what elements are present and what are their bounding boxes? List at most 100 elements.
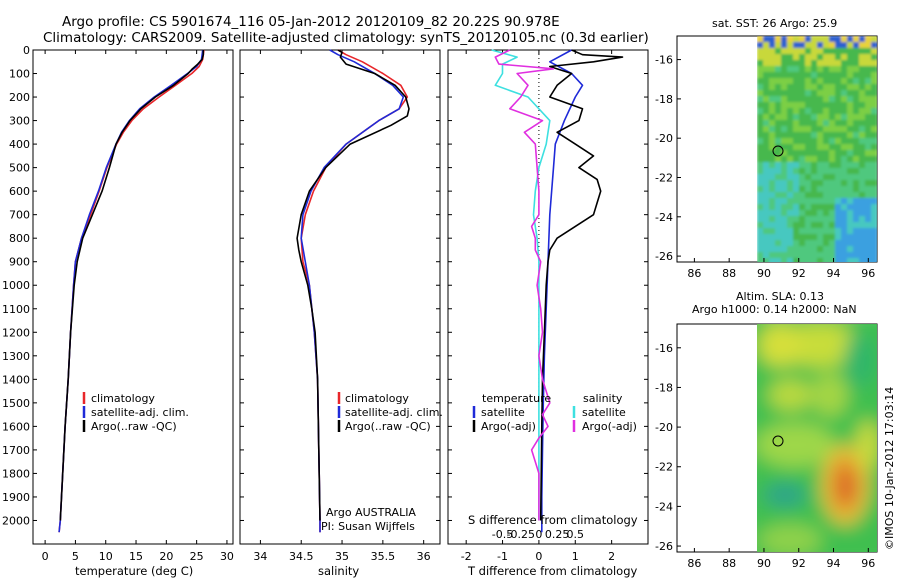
sst-cell xyxy=(769,126,776,133)
sst-cell xyxy=(823,108,830,115)
x-tick-label: -1 xyxy=(497,550,508,563)
sst-cell xyxy=(859,228,866,235)
sst-cell xyxy=(811,150,818,157)
sst-cell xyxy=(817,192,824,199)
sst-cell xyxy=(853,138,860,145)
sst-cell xyxy=(817,114,824,121)
legend-satellite-label: satellite-adj. clim. xyxy=(91,406,189,419)
sst-cell xyxy=(775,102,782,109)
sst-cell xyxy=(811,240,818,247)
sst-cell xyxy=(769,156,776,163)
sst-cell xyxy=(811,126,818,133)
sst-cell xyxy=(763,90,770,97)
sst-cell xyxy=(829,36,836,43)
sst-cell xyxy=(859,78,866,85)
sst-cell xyxy=(757,78,764,85)
sst-cell xyxy=(835,186,842,193)
sst-cell xyxy=(847,72,854,79)
sst-cell xyxy=(841,240,848,247)
sst-cell xyxy=(799,120,806,127)
sst-cell xyxy=(811,96,818,103)
sst-cell xyxy=(793,54,800,61)
sst-cell xyxy=(793,66,800,73)
sst-cell xyxy=(841,216,848,223)
map-x-tick-label: 88 xyxy=(722,557,736,570)
sst-cell xyxy=(799,162,806,169)
sst-cell xyxy=(823,180,830,187)
sst-cell xyxy=(769,144,776,151)
sst-cell xyxy=(871,84,877,91)
sst-cell xyxy=(805,138,812,145)
sst-cell xyxy=(799,132,806,139)
sst-cell xyxy=(769,132,776,139)
sst-cell xyxy=(841,84,848,91)
sst-cell xyxy=(865,78,872,85)
sst-cell xyxy=(829,102,836,109)
sst-cell xyxy=(757,132,764,139)
sst-cell xyxy=(787,48,794,55)
sst-cell xyxy=(847,138,854,145)
x2-tick-label: -0.5 xyxy=(492,528,513,541)
sst-cell xyxy=(781,120,788,127)
y-tick-label: 500 xyxy=(9,162,30,175)
sst-cell xyxy=(769,120,776,127)
sst-cell xyxy=(841,90,848,97)
sst-cell xyxy=(871,186,877,193)
sst-cell xyxy=(865,132,872,139)
sst-cell xyxy=(775,42,782,49)
sst-cell xyxy=(769,54,776,61)
sst-cell xyxy=(871,60,877,67)
sst-cell xyxy=(859,174,866,181)
sst-cell xyxy=(763,150,770,157)
sst-cell xyxy=(835,204,842,211)
sst-cell xyxy=(769,78,776,85)
temperature-legend: climatology satellite-adj. clim. Argo(..… xyxy=(82,392,189,433)
sst-cell xyxy=(835,96,842,103)
map-y-tick-label: -20 xyxy=(655,421,673,434)
sst-cell xyxy=(835,132,842,139)
sst-cell xyxy=(847,228,854,235)
sst-cell xyxy=(799,222,806,229)
sst-cell xyxy=(757,216,764,223)
sst-cell xyxy=(799,150,806,157)
sst-cell xyxy=(853,126,860,133)
sst-cell xyxy=(757,138,764,145)
sst-cell xyxy=(775,168,782,175)
sst-cell xyxy=(817,222,824,229)
sst-cell xyxy=(829,84,836,91)
sst-cell xyxy=(859,48,866,55)
sst-cell xyxy=(781,144,788,151)
sst-cell xyxy=(787,150,794,157)
sst-cell xyxy=(757,210,764,217)
sst-cell xyxy=(781,72,788,79)
y-tick-label: 1200 xyxy=(2,326,30,339)
sst-cell xyxy=(769,186,776,193)
sst-cell xyxy=(781,78,788,85)
sst-cell xyxy=(871,54,877,61)
map-x-tick-label: 92 xyxy=(792,267,806,280)
sst-cell xyxy=(865,192,872,199)
legend-sal-argo-label: Argo(-adj) xyxy=(582,420,637,433)
sst-cell xyxy=(769,228,776,235)
sst-cell xyxy=(781,150,788,157)
sst-cell xyxy=(787,96,794,103)
sst-cell xyxy=(853,240,860,247)
sst-cell xyxy=(853,132,860,139)
sst-cell xyxy=(859,198,866,205)
sst-cell xyxy=(799,240,806,247)
sst-cell xyxy=(787,66,794,73)
sst-cell xyxy=(775,54,782,61)
sst-cell xyxy=(781,246,788,253)
x-tick-label: 34.5 xyxy=(289,550,314,563)
sst-cell xyxy=(829,126,836,133)
sst-cell xyxy=(853,222,860,229)
sst-cell xyxy=(841,120,848,127)
sst-cell xyxy=(823,162,830,169)
sst-cell xyxy=(757,180,764,187)
sst-cell xyxy=(871,42,877,49)
sst-cell xyxy=(823,144,830,151)
sst-cell xyxy=(763,102,770,109)
sst-cell xyxy=(811,180,818,187)
sst-cell xyxy=(805,66,812,73)
